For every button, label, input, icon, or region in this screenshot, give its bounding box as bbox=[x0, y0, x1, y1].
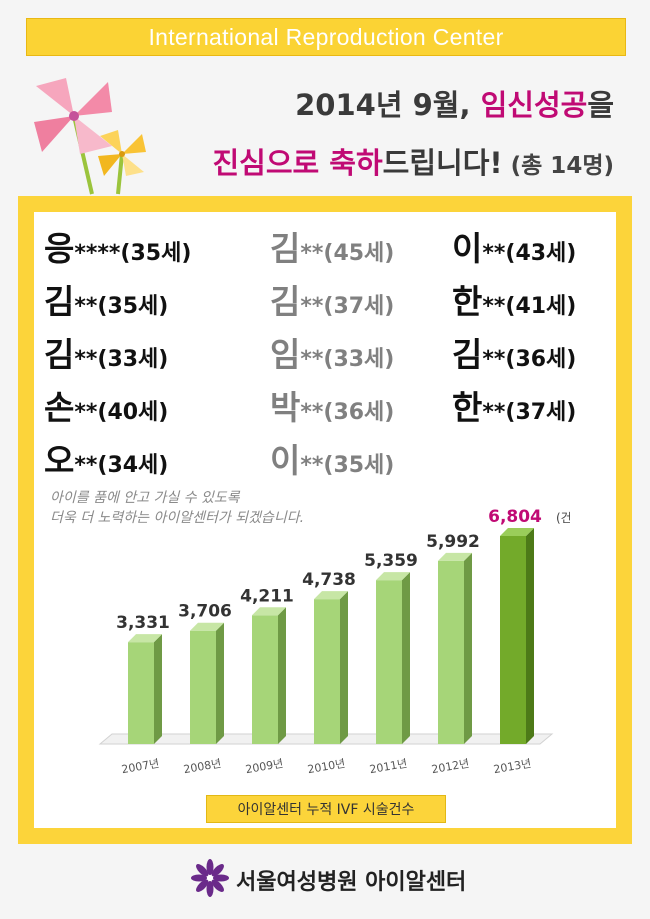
headline-date: 2014년 9월, bbox=[295, 88, 481, 122]
flower-logo-icon bbox=[191, 859, 229, 897]
chart-caption: 아이알센터 누적 IVF 시술건수 bbox=[206, 795, 446, 823]
name-entry: 이**(43세) bbox=[452, 222, 576, 270]
name-entry: 김**(33세) bbox=[44, 328, 168, 376]
banner-title: International Reproduction Center bbox=[148, 23, 504, 50]
name-mask: ** bbox=[300, 400, 324, 425]
headline-line1: 2014년 9월, 임신성공을 bbox=[194, 82, 614, 124]
name-mask: **** bbox=[74, 241, 121, 266]
name-initial: 김 bbox=[270, 282, 301, 321]
name-initial: 김 bbox=[44, 335, 75, 374]
name-mask: ** bbox=[482, 294, 506, 319]
names-grid: 응****(35세) 김**(45세) 이**(43세) 김**(35세) 김**(37… bbox=[44, 222, 614, 482]
name-age: (37세) bbox=[323, 294, 395, 319]
name-entry: 응****(35세) bbox=[44, 222, 191, 270]
headline-suffix: 을 bbox=[587, 88, 614, 122]
name-mask: ** bbox=[482, 400, 506, 425]
x-tick-label: 2008년 bbox=[182, 757, 222, 776]
bar-value-label: 6,804 bbox=[488, 507, 542, 527]
name-entry: 김**(37세) bbox=[270, 275, 394, 323]
name-entry: 박**(36세) bbox=[270, 381, 394, 429]
name-mask: ** bbox=[300, 347, 324, 372]
name-mask: ** bbox=[300, 294, 324, 319]
name-initial: 임 bbox=[270, 335, 301, 374]
headline-line2: 진심으로 축하드립니다! (총 14명) bbox=[144, 140, 614, 182]
name-mask: ** bbox=[74, 453, 98, 478]
name-age: (33세) bbox=[97, 347, 169, 372]
bar-value-label: 4,738 bbox=[302, 570, 356, 590]
x-tick-label: 2009년 bbox=[244, 757, 284, 776]
name-initial: 이 bbox=[270, 441, 301, 480]
bar-value-label: 5,359 bbox=[364, 551, 418, 571]
chart-bar bbox=[314, 591, 348, 744]
name-entry: 한**(37세) bbox=[452, 381, 576, 429]
x-tick-label: 2010년 bbox=[306, 757, 346, 776]
name-age: (35세) bbox=[97, 294, 169, 319]
ivf-bar-chart: 3,331 2007년 3,706 2008년 4,211 2009년 4,738 2010년… bbox=[98, 507, 570, 776]
message-line1: 아이를 품에 안고 가실 수 있도록 bbox=[50, 490, 240, 506]
name-entry: 임**(33세) bbox=[270, 328, 394, 376]
name-mask: ** bbox=[482, 347, 506, 372]
chart-bar bbox=[128, 634, 162, 744]
x-tick-label: 2013년 bbox=[492, 757, 532, 776]
name-initial: 김 bbox=[44, 282, 75, 321]
name-age: (36세) bbox=[323, 400, 395, 425]
name-initial: 박 bbox=[270, 388, 301, 427]
name-age: (36세) bbox=[505, 347, 577, 372]
name-entry: 오**(34세) bbox=[44, 434, 168, 482]
name-mask: ** bbox=[74, 294, 98, 319]
chart-bar bbox=[500, 527, 534, 744]
x-tick-label: 2007년 bbox=[120, 757, 160, 776]
name-age: (41세) bbox=[505, 294, 577, 319]
message: 아이를 품에 안고 가실 수 있도록 더욱 더 노력하는 아이알센터가 되겠습니… bbox=[50, 488, 390, 528]
pinwheel-decoration-icon bbox=[34, 78, 146, 195]
footer-text: 서울여성병원 아이알센터 bbox=[236, 870, 467, 895]
x-tick-label: 2012년 bbox=[430, 757, 470, 776]
name-age: (35세) bbox=[323, 453, 395, 478]
name-age: (40세) bbox=[97, 400, 169, 425]
top-banner: International Reproduction Center bbox=[26, 18, 626, 56]
name-entry: 한**(41세) bbox=[452, 275, 576, 323]
name-mask: ** bbox=[74, 400, 98, 425]
name-mask: ** bbox=[300, 453, 324, 478]
name-initial: 한 bbox=[452, 282, 483, 321]
headline2-highlight: 진심으로 축하 bbox=[212, 146, 383, 180]
headline-highlight: 임신성공 bbox=[480, 88, 588, 122]
headline2-count: (총 14명) bbox=[502, 153, 614, 179]
name-initial: 김 bbox=[452, 335, 483, 374]
name-initial: 손 bbox=[44, 388, 75, 427]
name-mask: ** bbox=[482, 241, 506, 266]
name-mask: ** bbox=[74, 347, 98, 372]
name-entry: 김**(35세) bbox=[44, 275, 168, 323]
name-age: (37세) bbox=[505, 400, 577, 425]
message-line2: 더욱 더 노력하는 아이알센터가 되겠습니다. bbox=[50, 510, 305, 526]
name-initial: 오 bbox=[44, 441, 75, 480]
name-initial: 응 bbox=[44, 229, 75, 268]
chart-bar bbox=[376, 572, 410, 744]
chart-bar bbox=[438, 552, 472, 744]
name-age: (33세) bbox=[323, 347, 395, 372]
bar-value-label: 3,706 bbox=[178, 602, 232, 622]
chart-bar bbox=[252, 607, 286, 744]
name-initial: 김 bbox=[270, 229, 301, 268]
bar-value-label: 3,331 bbox=[116, 613, 170, 633]
x-tick-label: 2011년 bbox=[368, 757, 408, 776]
name-age: (35세) bbox=[120, 241, 192, 266]
chart-caption-text: 아이알센터 누적 IVF 시술건수 bbox=[237, 802, 415, 818]
name-mask: ** bbox=[300, 241, 324, 266]
bar-value-label: 5,992 bbox=[426, 532, 480, 552]
chart-bar bbox=[190, 622, 224, 744]
name-initial: 이 bbox=[452, 229, 483, 268]
chart-unit-label: (건) bbox=[556, 511, 570, 525]
name-initial: 한 bbox=[452, 388, 483, 427]
name-entry: 손**(40세) bbox=[44, 381, 168, 429]
name-age: (34세) bbox=[97, 453, 169, 478]
bar-value-label: 4,211 bbox=[240, 586, 294, 606]
name-age: (43세) bbox=[505, 241, 577, 266]
headline2-text: 드립니다! bbox=[382, 146, 503, 180]
name-age: (45세) bbox=[323, 241, 395, 266]
name-entry: 이**(35세) bbox=[270, 434, 394, 482]
name-entry: 김**(36세) bbox=[452, 328, 576, 376]
name-entry: 김**(45세) bbox=[270, 222, 394, 270]
